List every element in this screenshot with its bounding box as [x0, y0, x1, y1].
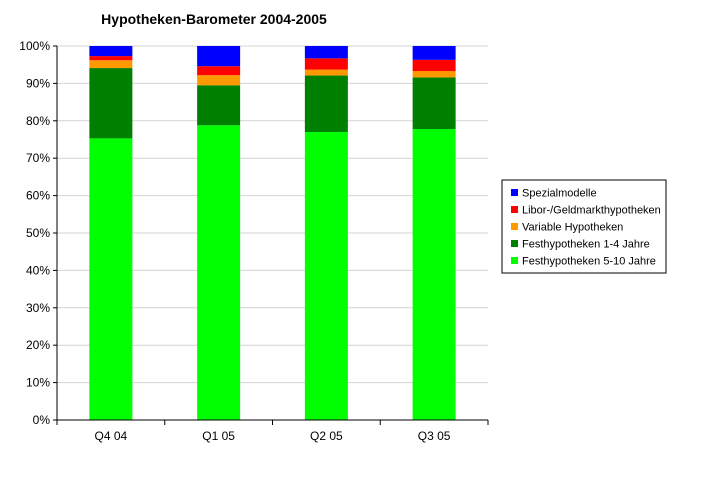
bar-segment	[197, 66, 241, 76]
bar-segment	[197, 125, 241, 421]
x-tick-label: Q4 04	[95, 429, 128, 443]
legend-label: Spezialmodelle	[522, 188, 597, 200]
legend-swatch	[511, 223, 518, 230]
x-axis-ticks: Q4 04 Q1 05 Q2 05 Q3 05	[56, 420, 489, 443]
y-tick-label: 0%	[33, 413, 51, 427]
y-tick-label: 20%	[26, 338, 50, 352]
legend: Spezialmodelle Libor-/Geldmarkthypotheken…	[501, 179, 667, 274]
legend-box	[501, 179, 667, 274]
y-tick-label: 80%	[26, 114, 50, 128]
bar-segment	[89, 60, 133, 69]
bar-segment	[412, 71, 456, 78]
x-tick-label: Q3 05	[418, 429, 451, 443]
bar-segment	[89, 56, 133, 61]
y-tick-label: 50%	[26, 226, 50, 240]
bar-segment	[304, 69, 348, 76]
legend-swatch	[511, 240, 518, 247]
y-tick-label: 30%	[26, 301, 50, 315]
legend-label: Festhypotheken 5-10 Jahre	[522, 256, 656, 268]
bar-segment	[89, 138, 133, 421]
y-tick-label: 90%	[26, 76, 50, 90]
y-tick-label: 100%	[19, 39, 50, 53]
bar-segment	[412, 46, 456, 60]
y-tick-label: 70%	[26, 151, 50, 165]
bar-segment	[412, 129, 456, 420]
bar-segment	[89, 46, 133, 57]
x-tick-label: Q2 05	[310, 429, 343, 443]
legend-label: Festhypotheken 1-4 Jahre	[522, 239, 650, 251]
legend-swatch	[511, 189, 518, 196]
bar-segment	[412, 77, 456, 130]
y-tick-label: 10%	[26, 376, 50, 390]
legend-swatch	[511, 257, 518, 264]
chart-title: Hypotheken-Barometer 2004-2005	[101, 11, 327, 27]
bar-segment	[304, 58, 348, 70]
y-tick-label: 60%	[26, 189, 50, 203]
bar-segment	[304, 132, 348, 420]
bar-segment	[197, 46, 241, 67]
y-axis-ticks: 0% 10% 20% 30% 40% 50% 60% 70% 80% 90% 100%	[19, 39, 57, 427]
bars	[89, 46, 456, 421]
bar-segment	[412, 59, 456, 72]
bar-segment	[304, 46, 348, 59]
legend-label: Libor-/Geldmarkthypotheken	[522, 205, 661, 217]
y-tick-label: 40%	[26, 263, 50, 277]
bar-segment	[89, 68, 133, 139]
bar-segment	[197, 85, 241, 126]
x-tick-label: Q1 05	[202, 429, 235, 443]
legend-label: Variable Hypotheken	[522, 222, 623, 234]
legend-swatch	[511, 206, 518, 213]
bar-segment	[304, 75, 348, 133]
bar-segment	[197, 75, 241, 86]
